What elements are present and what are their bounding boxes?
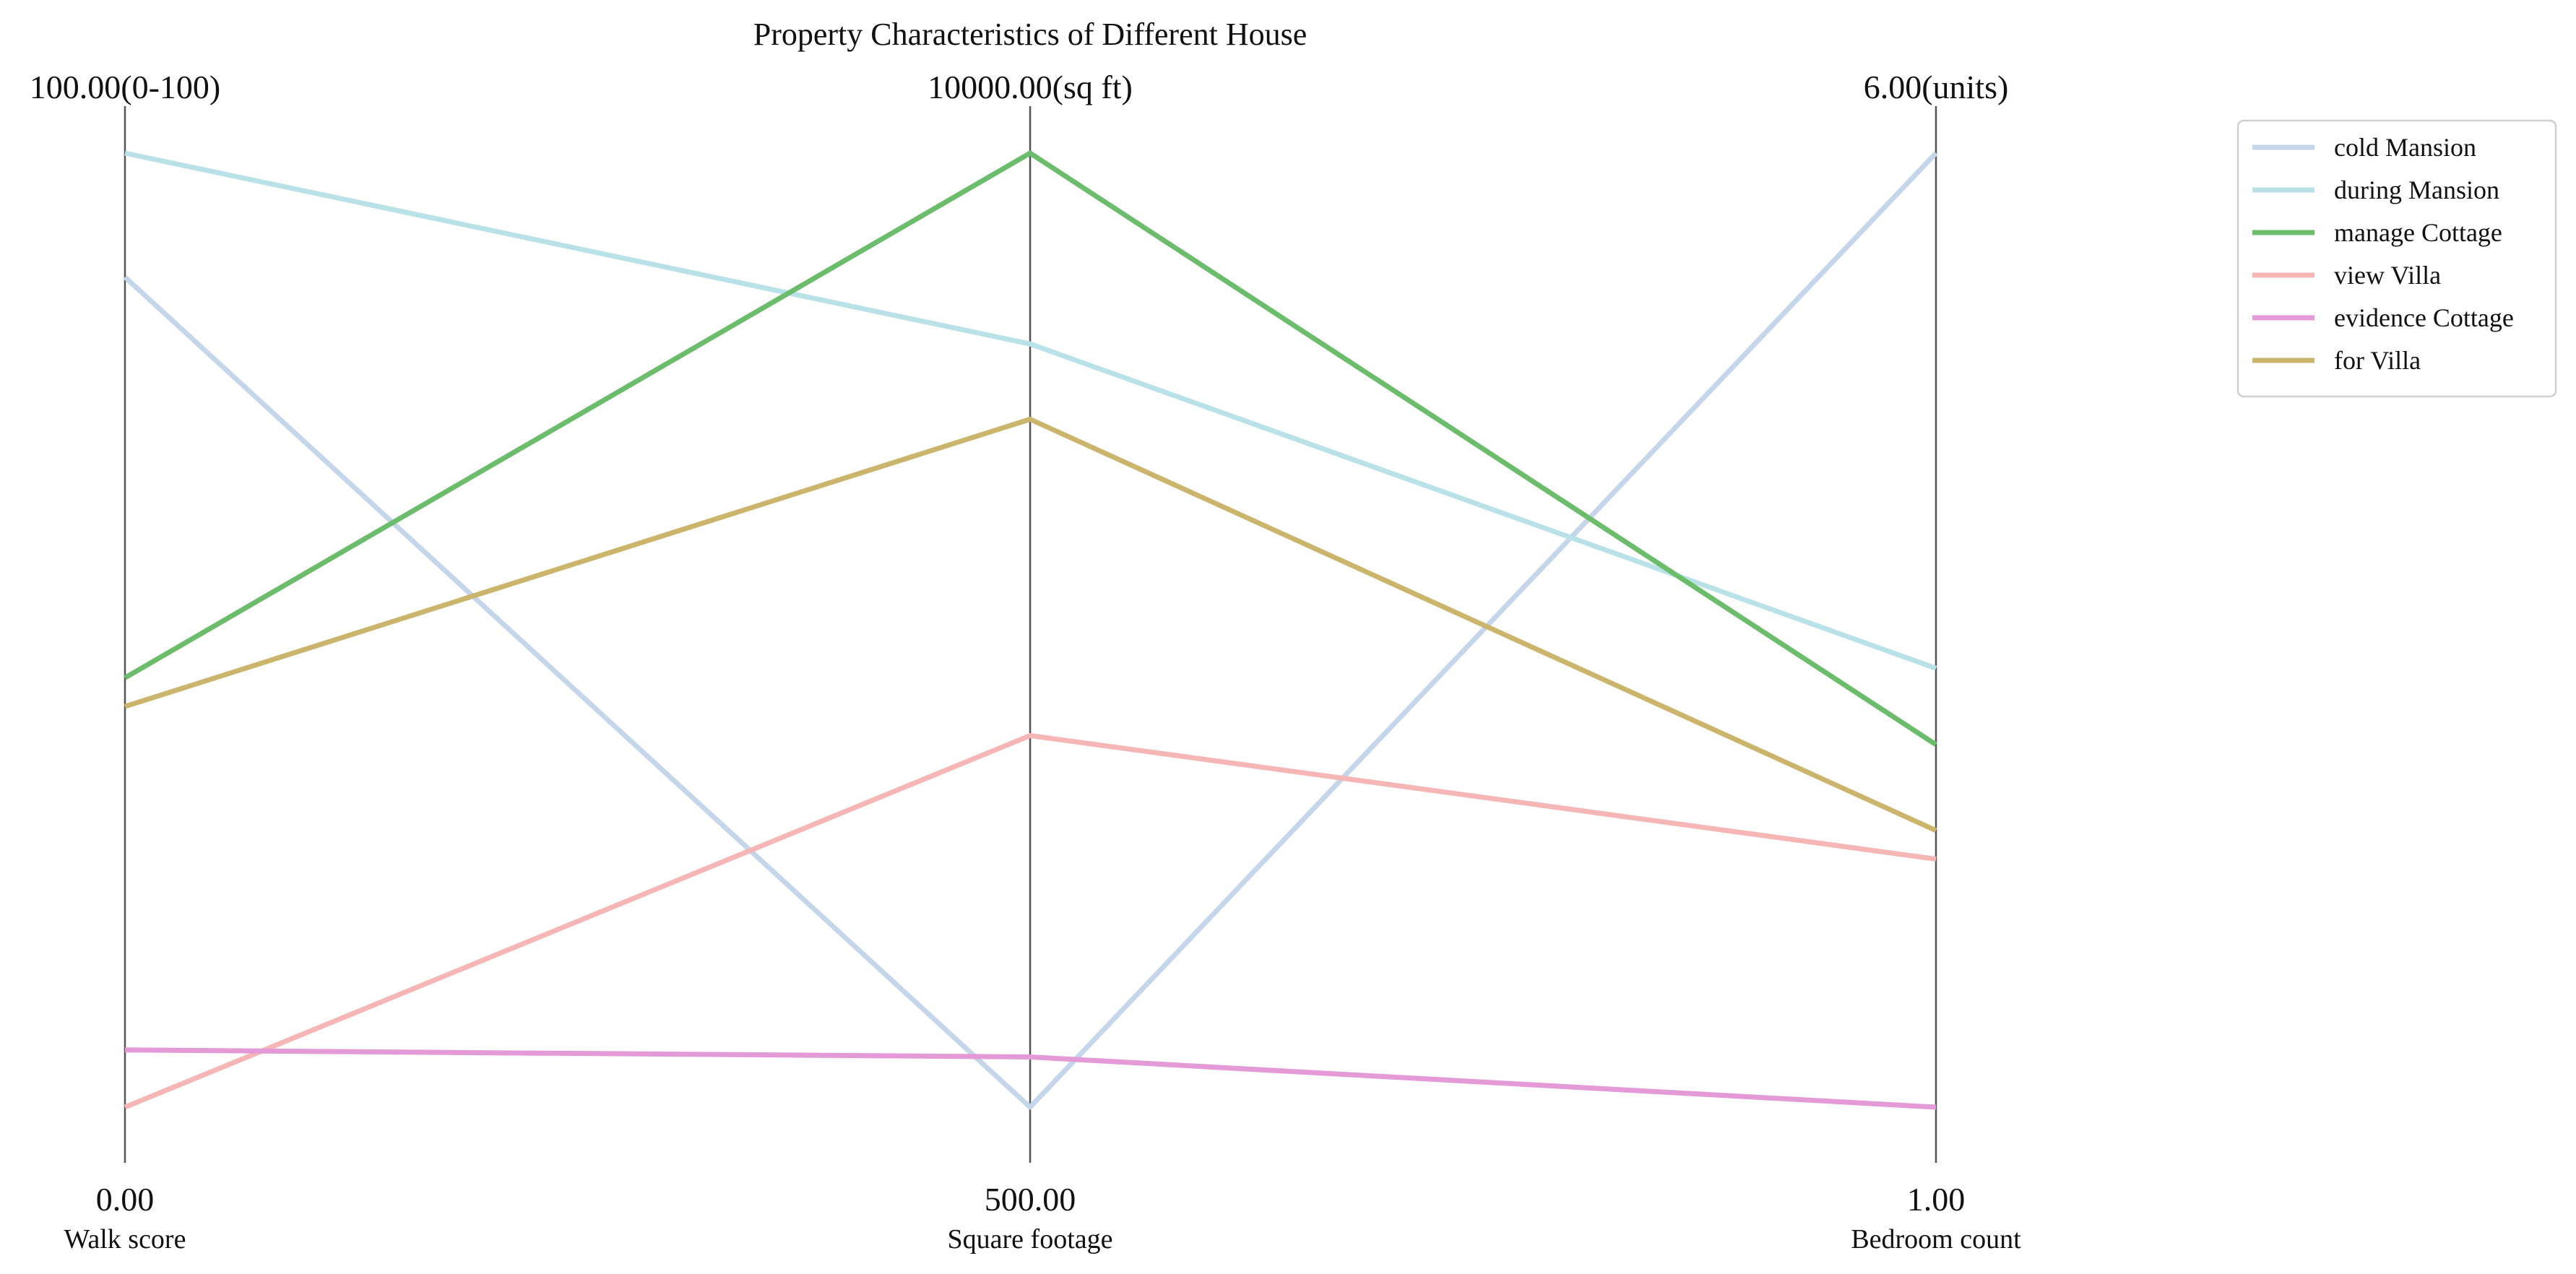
legend-label: during Mansion xyxy=(2334,176,2499,204)
series-line-for-villa xyxy=(124,417,1937,833)
series-line-evidence-cottage xyxy=(124,1047,1937,1110)
axis-min-label-bedroom-count: 1.00 xyxy=(1907,1181,1966,1218)
axis-min-label-walk-score: 0.00 xyxy=(96,1181,155,1218)
axis-max-label-walk-score: 100.00(0-100) xyxy=(30,69,220,105)
chart-title: Property Characteristics of Different Ho… xyxy=(753,17,1308,52)
axis-title-bedroom-count: Bedroom count xyxy=(1851,1224,2021,1254)
legend-label: manage Cottage xyxy=(2334,218,2502,247)
axis-title-walk-score: Walk score xyxy=(64,1224,186,1254)
legend-box xyxy=(2236,119,2557,398)
series-line-manage-cottage xyxy=(124,150,1937,747)
axes-layer: 100.00(0-100) 0.00 Walk score 10000.00(sq f… xyxy=(30,69,2021,1254)
legend-label: cold Mansion xyxy=(2334,133,2476,162)
legend-label: view Villa xyxy=(2334,261,2441,290)
series-line-view-villa xyxy=(124,733,1937,1110)
legend-label: evidence Cottage xyxy=(2334,303,2514,332)
series-layer xyxy=(123,150,1938,1110)
axis-max-label-square-footage: 10000.00(sq ft) xyxy=(928,69,1133,105)
axis-max-label-bedroom-count: 6.00(units) xyxy=(1864,69,2009,105)
axis-min-label-square-footage: 500.00 xyxy=(985,1181,1076,1218)
series-line-cold-mansion xyxy=(123,151,1938,1110)
legend-label: for Villa xyxy=(2334,346,2421,375)
legend: cold Mansion during Mansion manage Cottage… xyxy=(2236,119,2557,398)
axis-title-square-footage: Square footage xyxy=(948,1224,1113,1254)
series-line-during-mansion xyxy=(124,150,1937,671)
